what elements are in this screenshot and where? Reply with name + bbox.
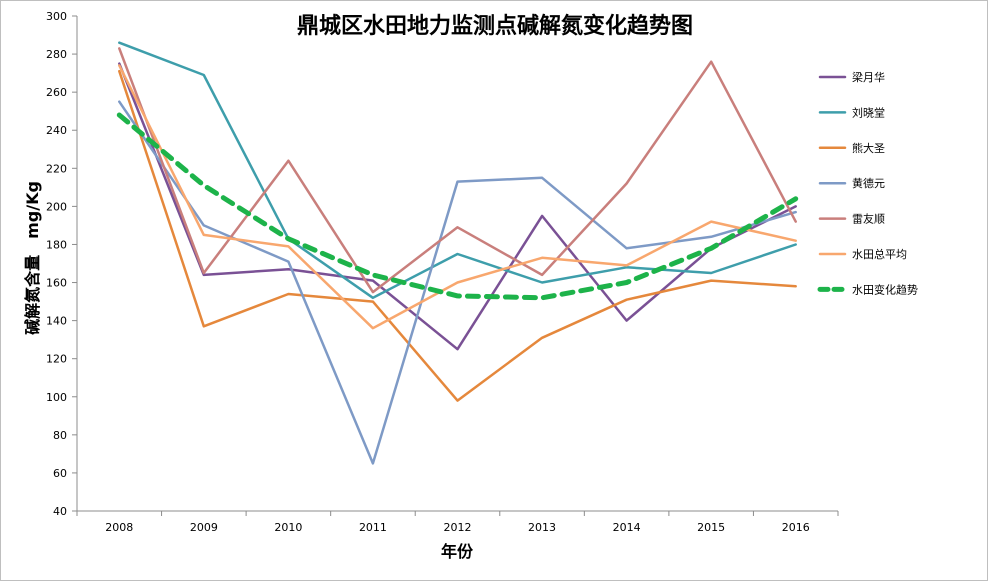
y-tick-label: 120 <box>46 353 67 366</box>
legend-label-6: 水田变化趋势 <box>852 282 918 296</box>
series-line-2 <box>118 69 797 402</box>
y-tick-label: 140 <box>46 315 67 328</box>
y-tick-label: 220 <box>46 162 67 175</box>
series-line-1 <box>118 41 797 300</box>
x-tick-label: 2015 <box>697 521 725 534</box>
x-axis-title: 年份 <box>441 542 474 561</box>
y-tick-label: 240 <box>46 124 67 137</box>
y-tick-label: 300 <box>46 10 67 23</box>
y-tick-label: 60 <box>53 467 67 480</box>
legend-label-2: 熊大圣 <box>852 141 885 155</box>
x-tick-label: 2014 <box>613 521 641 534</box>
x-tick-label: 2013 <box>528 521 556 534</box>
legend-label-4: 雷友顺 <box>852 212 885 226</box>
x-tick-label: 2011 <box>359 521 387 534</box>
series-line-5 <box>118 64 797 330</box>
x-tick-label: 2010 <box>274 521 302 534</box>
y-tick-label: 260 <box>46 86 67 99</box>
y-tick-label: 40 <box>53 505 67 518</box>
y-tick-label: 100 <box>46 391 67 404</box>
y-axis-title: 碱解氮含量 mg/Kg <box>23 181 42 335</box>
y-tick-label: 160 <box>46 277 67 290</box>
x-tick-label: 2016 <box>782 521 810 534</box>
axes: 40 60 80 100 120 140 160 180 200 220 240 260 280 300 2… <box>46 10 839 534</box>
legend-label-5: 水田总平均 <box>852 247 907 261</box>
legend-label-0: 梁月华 <box>852 70 885 84</box>
y-tick-label: 200 <box>46 200 67 213</box>
y-tick-label: 80 <box>53 429 67 442</box>
series-layer <box>116 41 799 465</box>
y-tick-label: 280 <box>46 48 67 61</box>
y-tick-label: 180 <box>46 238 67 251</box>
x-tick-label: 2009 <box>190 521 218 534</box>
x-tick-label: 2008 <box>105 521 133 534</box>
series-line-0 <box>118 62 797 351</box>
x-tick-label: 2012 <box>444 521 472 534</box>
series-line-6 <box>116 112 799 301</box>
legend-label-1: 刘晓堂 <box>852 106 885 119</box>
series-line-4 <box>118 47 797 294</box>
chart-title: 鼎城区水田地力监测点碱解氮变化趋势图 <box>297 13 693 39</box>
legend-label-3: 黄德元 <box>852 176 885 190</box>
